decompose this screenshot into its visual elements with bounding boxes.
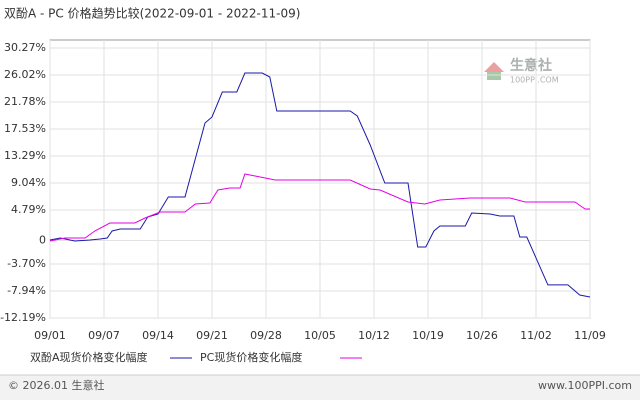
watermark-text: 100PPI.COM [510,76,559,85]
watermark-text: 生意社 [510,57,552,74]
y-tick-label: 26.02% [4,68,46,81]
footer-bar [0,375,640,400]
x-tick-label: 11/02 [520,329,552,342]
y-tick-label: 21.78% [4,95,46,108]
footer-left: © 2026.01 生意社 [8,378,104,392]
series-line [49,173,590,242]
x-tick-label: 10/26 [466,329,498,342]
x-tick-label: 11/09 [574,329,606,342]
legend-label: PC现货价格变化幅度 [200,350,302,364]
y-tick-label: 13.29% [4,149,46,162]
watermark-icon [487,72,501,80]
y-tick-label: 30.27% [4,41,46,54]
x-tick-label: 10/19 [412,329,444,342]
y-tick-label: 0 [39,233,46,246]
watermark-icon [484,62,504,72]
x-tick-label: 09/01 [34,329,66,342]
x-tick-label: 10/12 [358,329,390,342]
y-tick-label: 17.53% [4,122,46,135]
legend-label: 双酚A现货价格变化幅度 [30,350,148,364]
y-tick-label: -12.19% [0,311,46,324]
y-tick-label: -3.70% [7,257,46,270]
series-line [49,72,591,298]
y-tick-label: 9.04% [11,176,46,189]
x-tick-label: 09/21 [196,329,228,342]
x-tick-label: 09/14 [142,329,174,342]
x-tick-label: 09/28 [250,329,282,342]
x-tick-label: 10/05 [304,329,336,342]
y-tick-label: 4.79% [11,203,46,216]
watermark: 生意社 100PPI.COM [484,57,559,85]
footer-right: www.100PPI.com [538,379,632,392]
chart-title: 双酚A - PC 价格趋势比较(2022-09-01 - 2022-11-09) [4,6,300,21]
y-tick-label: -7.94% [7,284,46,297]
x-tick-label: 09/07 [88,329,120,342]
